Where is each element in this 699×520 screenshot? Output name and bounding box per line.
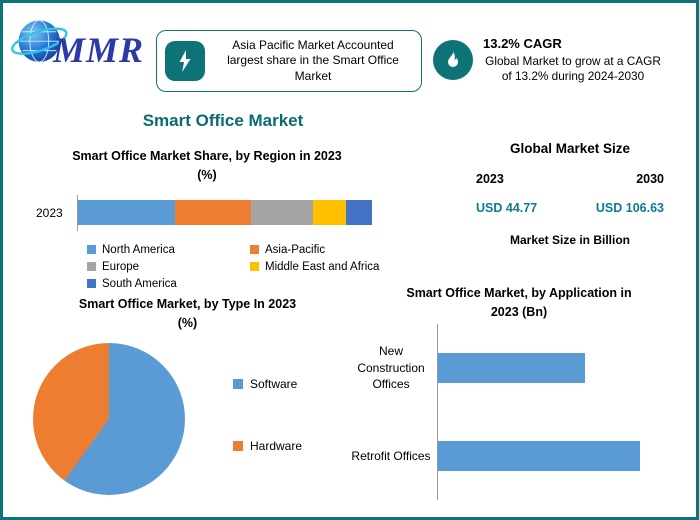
legend-swatch (87, 279, 96, 289)
type-legend: Software Hardware (233, 377, 302, 453)
market-size-title: Global Market Size (509, 141, 631, 156)
region-bar-segment (345, 200, 372, 226)
market-size-year-2030: 2030 (636, 172, 664, 186)
application-chart-title: Smart Office Market, by Application in 2… (345, 284, 693, 323)
type-chart-title-text: Smart Office Market, by Type In 2023 (78, 297, 297, 311)
region-chart-title-unit: (%) (197, 168, 217, 183)
application-chart-section: Smart Office Market, by Application in 2… (345, 284, 693, 500)
callout-cagr-text: Global Market to grow at a CAGR of 13.2%… (485, 53, 661, 83)
market-size-note: Market Size in Billion (509, 233, 631, 247)
callout-asia-pacific: Asia Pacific Market Accounted largest sh… (156, 30, 422, 92)
region-bar-segment (78, 200, 176, 226)
region-bar-segment (313, 200, 346, 226)
type-legend-item: Software (233, 377, 302, 391)
legend-label: Asia-Pacific (265, 243, 326, 256)
application-chart-title-text: Smart Office Market, by Application in (406, 286, 632, 300)
legend-swatch (87, 245, 96, 255)
region-chart-title-text: Smart Office Market Share, by Region in … (72, 149, 342, 163)
legend-label: Hardware (250, 439, 303, 453)
region-legend-item: North America (87, 244, 250, 256)
type-chart-section: Smart Office Market, by Type In 2023 (%) (15, 295, 360, 334)
region-bar-segment (251, 200, 314, 226)
region-legend-item: Europe (87, 261, 250, 273)
region-chart-title: Smart Office Market Share, by Region in … (31, 147, 383, 186)
application-bar-row: Retrofit Offices (345, 411, 693, 500)
region-axis-label: 2023 (36, 205, 63, 220)
globe-icon (11, 19, 68, 63)
application-bar-row: New Construction Offices (345, 323, 693, 412)
legend-swatch (233, 379, 243, 389)
cagr-title: 13.2% CAGR (483, 35, 562, 51)
application-bar-cell (437, 411, 655, 500)
region-legend-item: South America (87, 278, 250, 290)
market-size-value-2030: USD 106.63 (595, 201, 664, 215)
region-y-axis (77, 194, 78, 231)
region-legend: North America Asia-Pacific Europe Middle Ea… (87, 244, 383, 290)
callout-asia-pacific-text: Asia Pacific Market Accounted largest sh… (227, 37, 399, 83)
legend-swatch (87, 262, 96, 272)
legend-label: Software (250, 377, 298, 391)
region-legend-item: Middle East and Africa (250, 261, 383, 273)
application-category-label: New Construction Offices (357, 344, 425, 391)
region-stacked-bar (78, 200, 372, 226)
flame-icon (433, 40, 473, 80)
callout-cagr-body: 13.2% CAGR Global Market to grow at a CA… (483, 36, 663, 85)
market-size-panel: Global Market Size 2023 2030 USD 44.77 U… (446, 141, 694, 247)
legend-label: Middle East and Africa (265, 260, 380, 273)
legend-label: South America (102, 277, 177, 290)
application-chart-title-unit: 2023 (Bn) (490, 305, 548, 320)
region-chart-section: Smart Office Market Share, by Region in … (31, 147, 383, 290)
application-bar (438, 352, 586, 383)
market-size-years: 2023 2030 (446, 172, 694, 186)
market-size-year-2023: 2023 (476, 172, 504, 186)
region-legend-item: Asia-Pacific (250, 244, 383, 256)
mmr-logo: MMR (11, 9, 161, 95)
market-size-values: USD 44.77 USD 106.63 (446, 201, 694, 215)
application-bar-cell (437, 323, 655, 412)
legend-label: Europe (102, 260, 140, 273)
legend-swatch (233, 441, 243, 451)
market-size-value-2023: USD 44.77 (476, 201, 538, 215)
page-title: Smart Office Market (142, 111, 304, 130)
application-category-label: Retrofit Offices (351, 448, 431, 463)
type-chart-title: Smart Office Market, by Type In 2023 (%) (15, 295, 360, 334)
logo-text: MMR (53, 30, 145, 70)
application-bars: New Construction Offices Retrofit Offices (345, 323, 693, 500)
type-chart-title-unit: (%) (177, 316, 198, 331)
legend-label: North America (102, 243, 175, 256)
legend-swatch (250, 262, 259, 272)
application-bar (438, 440, 640, 471)
region-chart-plot: 2023 (31, 194, 383, 231)
callout-cagr: 13.2% CAGR Global Market to grow at a CA… (433, 22, 695, 98)
lightning-bolt-icon (165, 41, 205, 81)
type-legend-item: Hardware (233, 439, 302, 453)
region-bar-segment (175, 200, 252, 226)
type-pie-chart (33, 343, 185, 495)
legend-swatch (250, 245, 259, 255)
